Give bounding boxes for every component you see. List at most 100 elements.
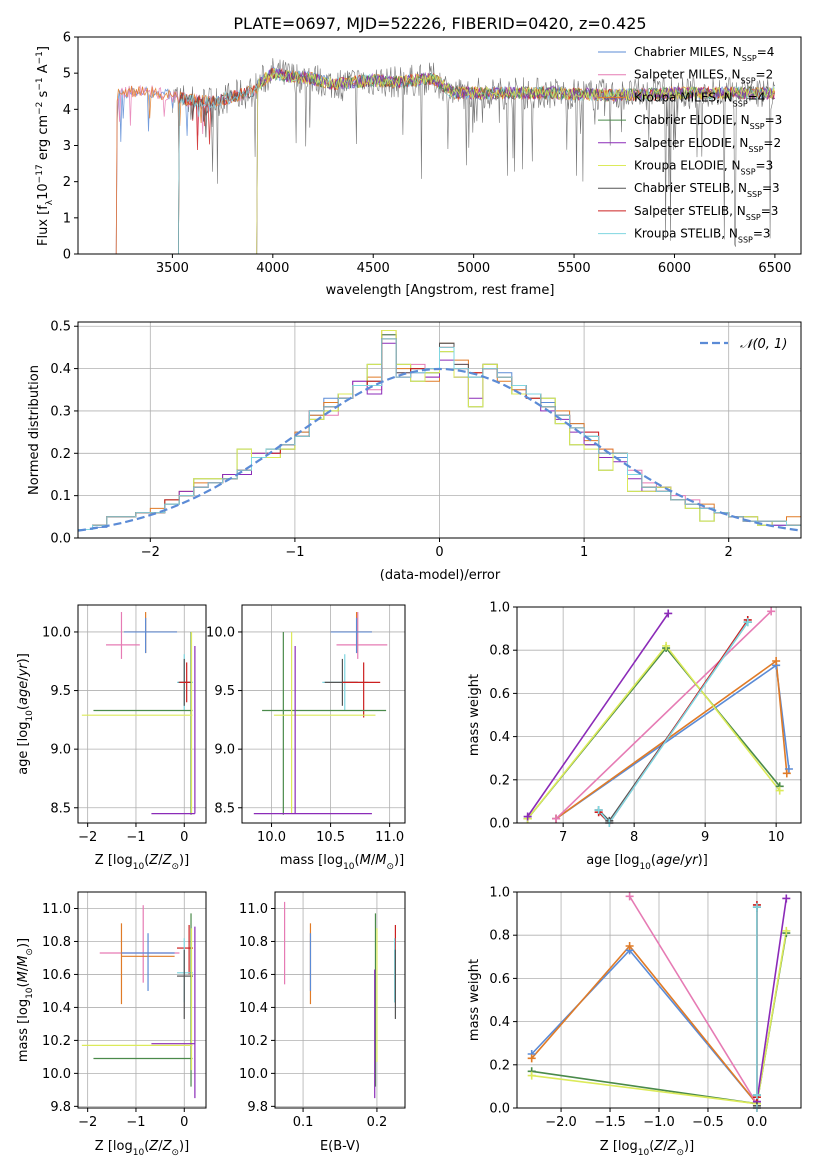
y-tick-label: 0.4: [50, 362, 71, 377]
x-tick-label: 0: [180, 1115, 188, 1130]
legend-label: 𝒩(0, 1): [740, 337, 787, 352]
y-tick-label: 10.0: [206, 625, 235, 640]
y-tick-label: 0.0: [489, 817, 510, 832]
legend-label: Chabrier STELIB, NSSP=3: [634, 181, 780, 199]
y-tick-label: 0.5: [50, 320, 71, 335]
weight-marker: [752, 903, 761, 912]
weight-line-chabrier_elodie: [526, 646, 781, 820]
plot-area: [81, 905, 196, 1099]
x-tick-label: 4500: [357, 261, 390, 276]
x-tick-label: 5000: [457, 261, 490, 276]
x-tick-label: 5500: [558, 261, 591, 276]
y-tick-label: 0.0: [50, 532, 71, 547]
y-tick-label: 0.6: [489, 687, 510, 702]
axes-frame: [77, 321, 802, 539]
y-tick-label: 11.0: [239, 902, 268, 917]
x-axis-label: E(B-V): [320, 1139, 360, 1154]
y-axis-label: mass [log10(M/M⊙)]: [16, 938, 35, 1062]
plot-mass-vs-ebv: 0.1 0.2 9.8 10.0 10.2 10.4 10.6 10.8 11.0 E(B-V): [239, 891, 406, 1154]
y-tick-label: 9.8: [50, 1100, 71, 1115]
x-tick-label: 11.0: [375, 830, 404, 845]
y-tick-label: 10.6: [239, 968, 268, 983]
legend-label: Salpeter MILES, NSSP=2: [634, 68, 773, 86]
x-tick-label: 4000: [256, 261, 289, 276]
x-tick-label: 7: [559, 830, 567, 845]
x-axis-label: (data-model)/error: [380, 568, 501, 583]
weight-marker: [767, 607, 776, 616]
weight-marker: [552, 814, 561, 823]
weight-line-chabrier_miles: [555, 663, 790, 820]
x-tick-label: 10: [768, 830, 785, 845]
plot-weight-vs-age: 7 8 9 10 0.0 0.2 0.4 0.6 0.8 1.0 age [log10(age/yr…: [467, 601, 802, 872]
y-axis-label: Flux [fλ10−17 erg cm−2 s−1 A−1]: [35, 46, 55, 246]
weight-marker: [625, 942, 634, 950]
weight-marker: [523, 812, 532, 821]
gaussian-curve: [78, 367, 801, 532]
plot-weight-vs-z: −2.0 −1.5 −1.0 −0.5 0.0 0.0 0.2 0.4 0.6 0.8 1.0 Z […: [467, 886, 802, 1158]
weight-marker: [662, 641, 671, 650]
y-tick-label: 10.4: [239, 1001, 268, 1016]
weight-line-salpeter_miles: [628, 895, 758, 1105]
x-tick-label: −1: [285, 545, 304, 560]
weight-marker: [782, 894, 791, 903]
x-tick-label: 0.2: [367, 1115, 388, 1130]
y-axis-label: age [log10(age/yr)]: [16, 653, 35, 775]
x-tick-label: 9: [701, 830, 709, 845]
y-tick-label: 5: [63, 67, 71, 82]
histogram-kroupa_stelib: [78, 338, 801, 530]
plot-area: [115, 58, 776, 254]
plot-area: [81, 612, 196, 815]
legend-label: Kroupa MILES, NSSP=4: [634, 90, 765, 108]
weight-line-kroupa_elodie: [526, 644, 781, 820]
y-tick-label: 0.8: [489, 644, 510, 659]
y-tick-label: 9.0: [50, 743, 71, 758]
plot-area: [526, 610, 790, 823]
weight-marker: [772, 657, 781, 665]
axes-frame: [77, 891, 207, 1109]
weight-marker: [775, 786, 784, 795]
x-axis-label: age [log10(age/yr)]: [586, 853, 708, 872]
x-tick-label: 6000: [658, 261, 691, 276]
weight-marker: [743, 618, 752, 627]
weight-marker: [625, 892, 634, 901]
x-tick-label: 2: [725, 545, 733, 560]
weight-marker: [782, 769, 791, 778]
y-tick-label: 9.5: [50, 684, 71, 699]
y-tick-label: 1.0: [489, 886, 510, 901]
y-tick-label: 10.6: [42, 968, 71, 983]
x-tick-label: 3500: [156, 261, 189, 276]
y-tick-label: 0.3: [50, 404, 71, 419]
y-tick-label: 9.0: [214, 743, 235, 758]
y-tick-label: 0.2: [489, 773, 510, 788]
x-axis-label: Z [log10(Z/Z⊙)]: [95, 853, 189, 872]
axes-frame: [77, 604, 207, 824]
weight-marker: [752, 1091, 761, 1100]
weight-line-kroupa_stelib: [597, 621, 749, 823]
weight-marker: [784, 765, 793, 773]
x-axis-label: Z [log10(Z/Z⊙)]: [95, 1139, 189, 1158]
weight-marker: [664, 609, 673, 618]
axes-frame: [516, 891, 802, 1109]
weight-line-salpeter_elodie: [756, 898, 788, 1102]
y-tick-label: 0.6: [489, 972, 510, 987]
y-tick-label: 0.4: [489, 1015, 510, 1030]
y-tick-label: 0.0: [489, 1102, 510, 1117]
model-kroupa_elodie: [256, 68, 776, 254]
y-tick-label: 10.0: [42, 1067, 71, 1082]
y-tick-label: 8.5: [50, 801, 71, 816]
y-tick-label: 10.8: [239, 935, 268, 950]
y-tick-label: 6: [63, 31, 71, 46]
y-tick-label: 8.5: [214, 801, 235, 816]
x-tick-label: 10.5: [316, 830, 345, 845]
x-tick-label: 10.0: [257, 830, 286, 845]
axes-frame: [77, 36, 802, 255]
legend-label: Kroupa ELODIE, NSSP=3: [634, 159, 773, 177]
weight-line-salpeter_miles: [555, 610, 772, 820]
weight-line-chabrier_miles: [531, 949, 758, 1105]
y-tick-label: 10.0: [42, 625, 71, 640]
legend: Chabrier MILES, NSSP=4 Salpeter MILES, NS…: [598, 45, 782, 244]
plot-mass-vs-z: −2 −1 0 9.8 10.0 10.2 10.4 10.6 10.8 11.0 Z [log10…: [16, 891, 207, 1158]
y-tick-label: 10.2: [239, 1034, 268, 1049]
y-tick-label: 9.8: [247, 1100, 268, 1115]
y-tick-label: 1: [63, 211, 71, 226]
